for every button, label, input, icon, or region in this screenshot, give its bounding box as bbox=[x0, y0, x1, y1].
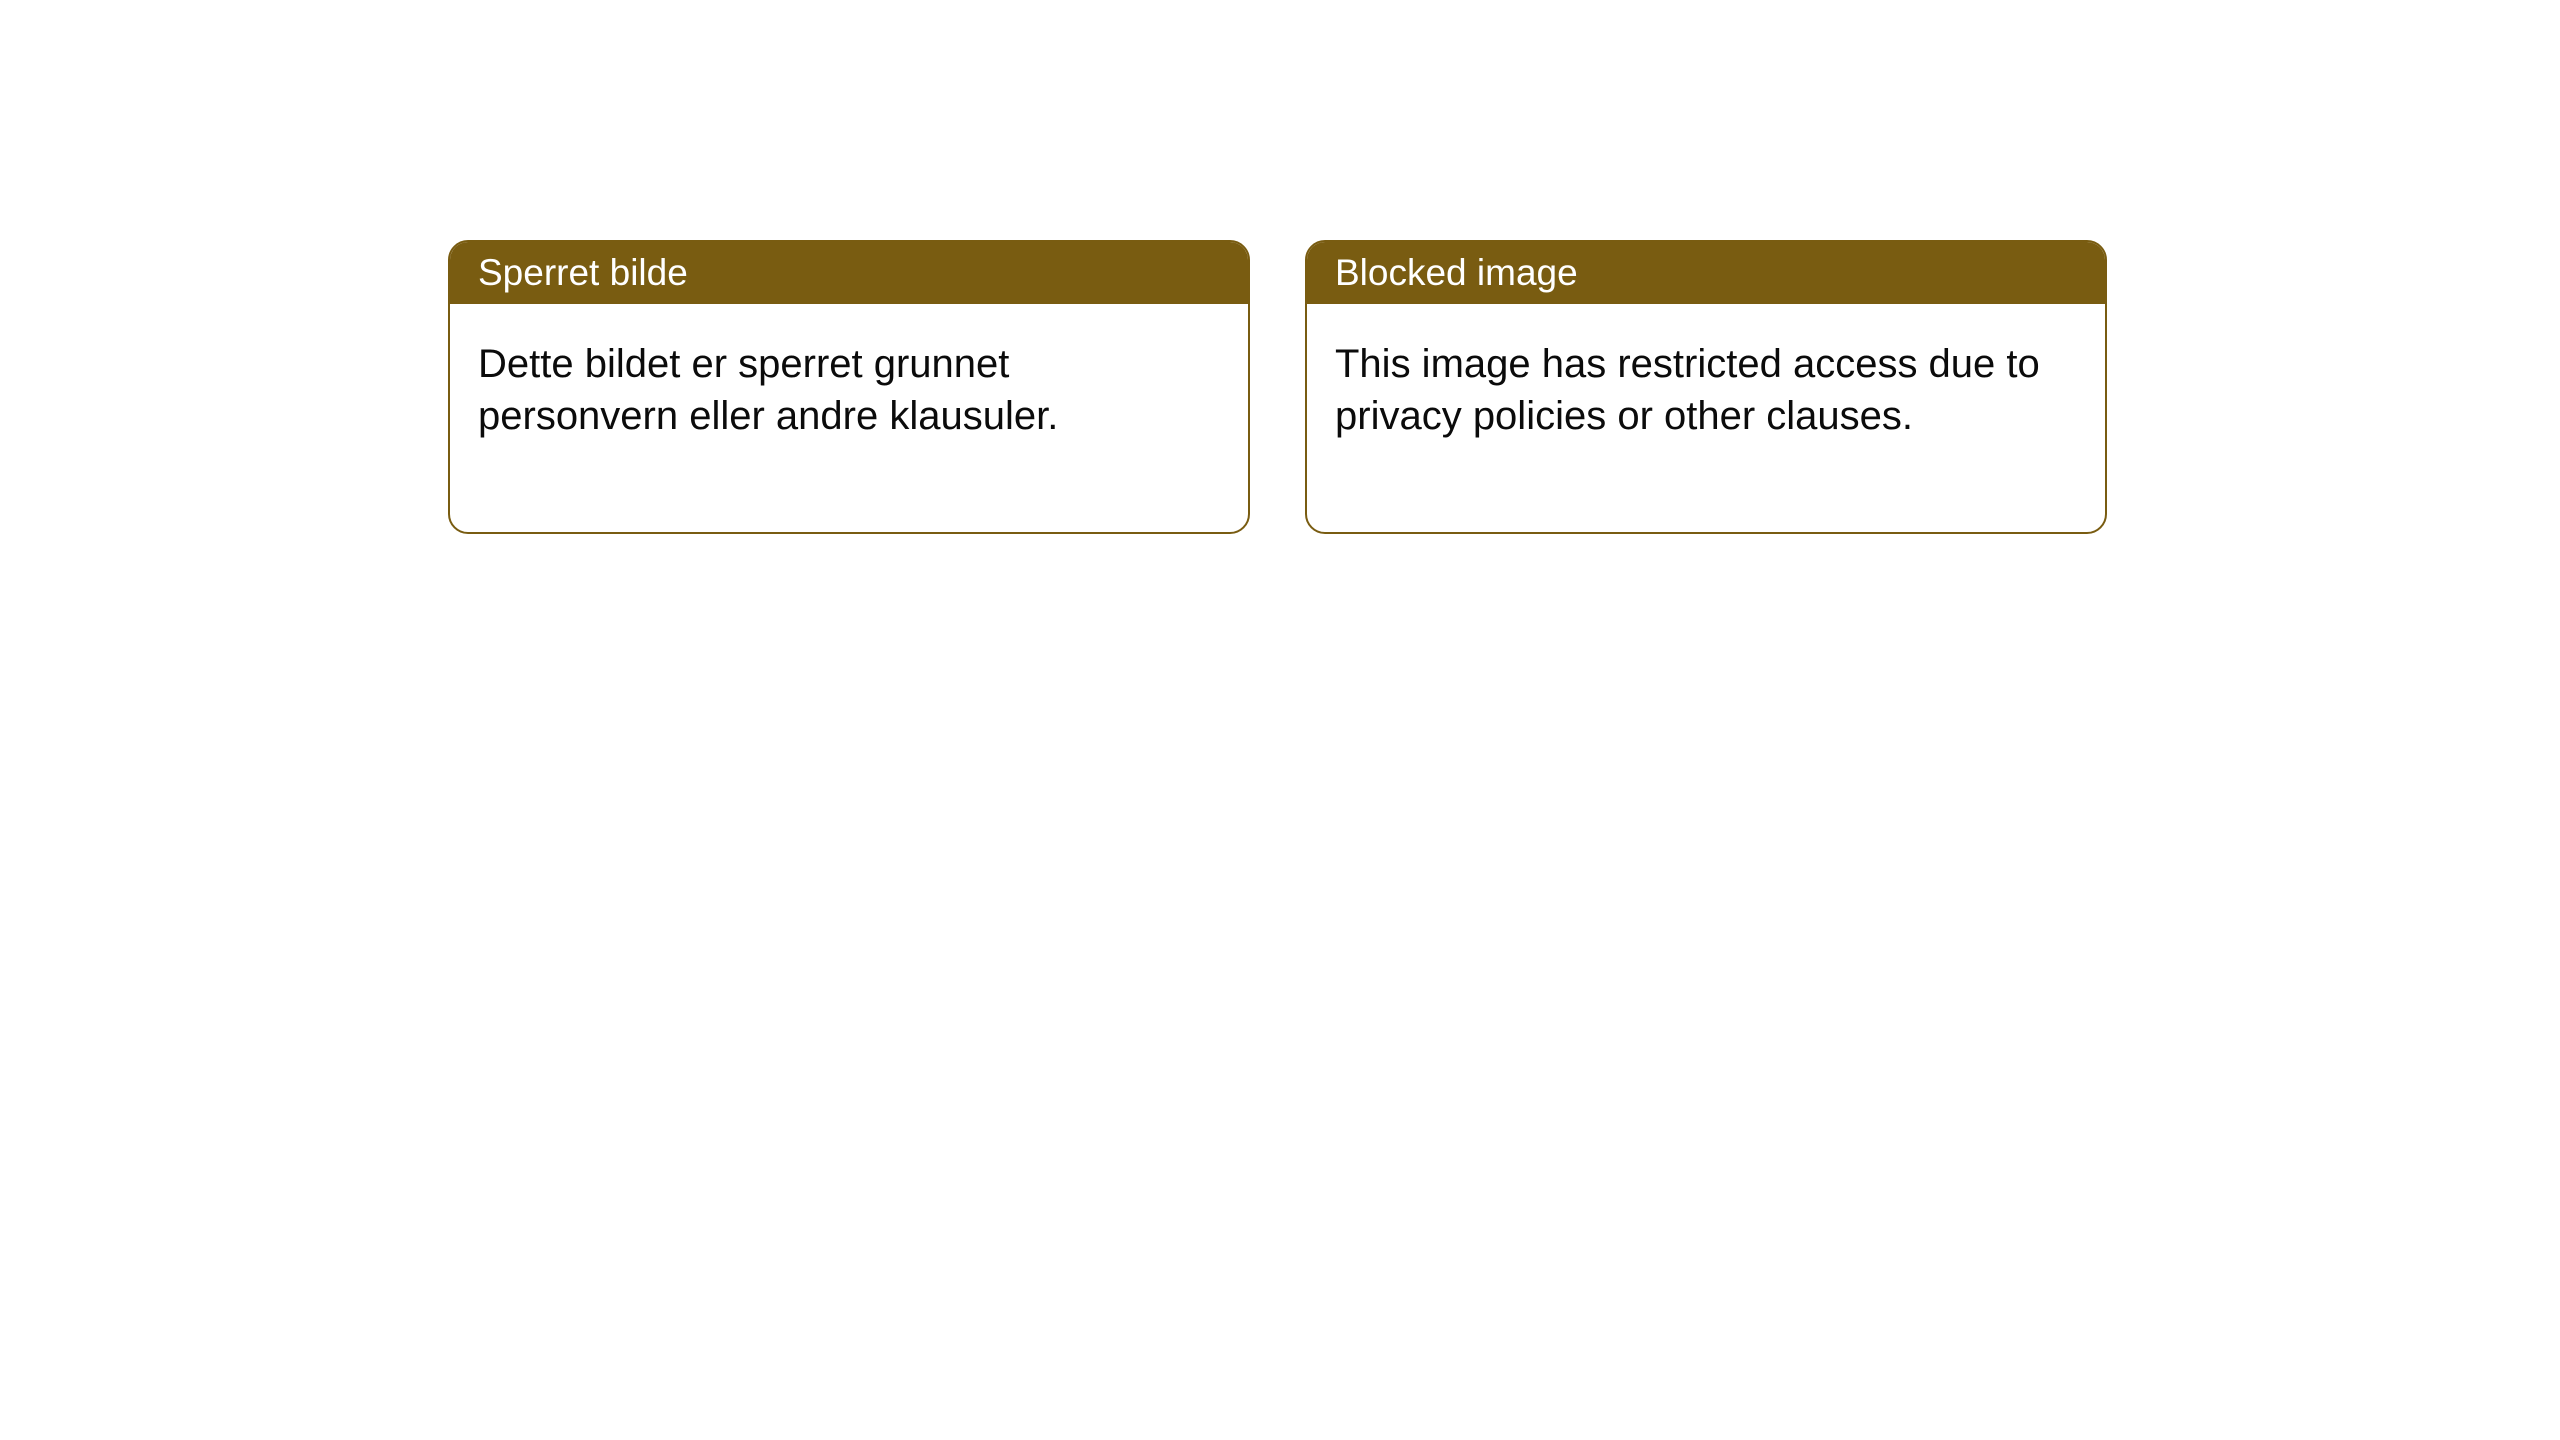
notice-title: Sperret bilde bbox=[450, 242, 1248, 304]
notice-title: Blocked image bbox=[1307, 242, 2105, 304]
notice-card-norwegian: Sperret bilde Dette bildet er sperret gr… bbox=[448, 240, 1250, 534]
notice-body: Dette bildet er sperret grunnet personve… bbox=[450, 304, 1248, 532]
notice-container: Sperret bilde Dette bildet er sperret gr… bbox=[448, 240, 2107, 534]
notice-body: This image has restricted access due to … bbox=[1307, 304, 2105, 532]
notice-card-english: Blocked image This image has restricted … bbox=[1305, 240, 2107, 534]
